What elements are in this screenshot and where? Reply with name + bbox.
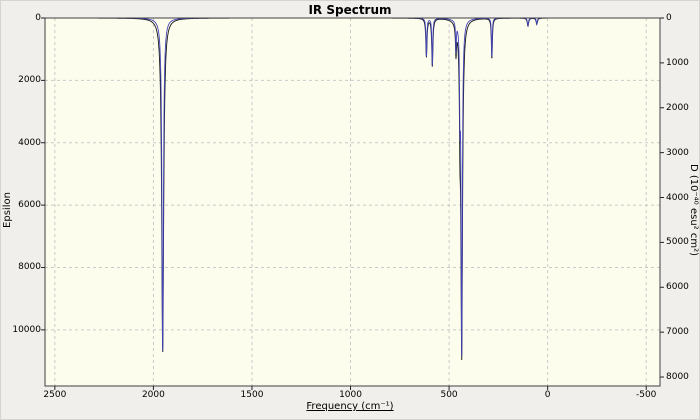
y-left-tick-label: 6000 [18, 200, 41, 211]
plot-frame [44, 17, 661, 387]
x-tick-label: 1500 [240, 390, 264, 400]
y-right-tick-label: 8000 [666, 372, 689, 383]
gridlines [45, 18, 660, 386]
x-tick-label: 2000 [141, 390, 165, 400]
tick-marks [41, 17, 664, 390]
x-tick-label: 500 [440, 390, 458, 400]
y-right-tick-label: 1000 [666, 57, 689, 68]
x-tick-label: 0 [544, 390, 551, 400]
y-left-tick-label: 2000 [18, 75, 41, 86]
x-axis-label: Frequency (cm⁻¹) [306, 401, 394, 412]
y-right-tick-label: 3000 [666, 147, 689, 158]
y-left-tick-label: 4000 [18, 137, 41, 148]
chart-title: IR Spectrum [308, 3, 392, 17]
y-axis-label-right: D (10⁻⁴⁰ esu² cm²) [688, 163, 699, 257]
x-tick-label: 1000 [339, 390, 362, 400]
y-left-tick-label: 0 [35, 13, 41, 23]
y-right-tick-label: 0 [666, 13, 672, 23]
y-right-tick-label: 4000 [666, 192, 689, 203]
y-left-tick-label: 10000 [12, 324, 41, 335]
x-tick-label: -500 [635, 390, 657, 400]
x-tick-label: 2500 [43, 390, 67, 400]
plot-background [45, 18, 660, 386]
y-right-tick-label: 6000 [666, 282, 689, 293]
y-right-tick-label: 7000 [666, 327, 689, 338]
y-right-tick-label: 2000 [666, 102, 689, 113]
y-right-tick-label: 5000 [666, 237, 689, 248]
y-left-tick-label: 8000 [18, 262, 41, 273]
